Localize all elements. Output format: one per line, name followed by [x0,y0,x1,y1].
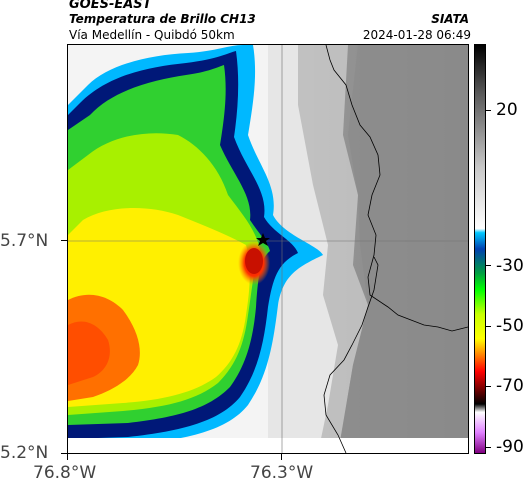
cbar-tick [485,265,491,266]
cbar-tick [485,326,491,327]
temperature-colorbar [474,44,486,454]
cbar-tick [485,110,491,111]
x-axis-tick-label: 76.8°W [33,463,97,483]
cbar-tick [485,447,491,448]
x-axis-tick-label: 76.3°W [250,463,314,483]
xtick-mark-1 [67,454,68,460]
cbar-tick [485,386,491,387]
region-label: Vía Medellín - Quibdó 50km [69,28,235,42]
organization-label: SIATA [431,12,469,26]
colorbar-label: -90 [496,437,524,457]
ytick-mark-2 [61,453,67,454]
border-line-1 [325,45,468,332]
product-title: Temperatura de Brillo CH13 [69,12,256,26]
y-axis-tick-label: 5.7°N [0,231,49,251]
border-line-2 [323,256,379,453]
colorbar-label: -70 [496,376,524,396]
y-axis-tick-label: 5.2°N [0,443,49,463]
colorbar-label: -50 [496,316,524,336]
satellite-map [67,44,469,454]
colorbar-label: -30 [496,256,524,276]
colorbar-label: 20 [496,100,518,120]
satellite-title: GOES-EAST [69,0,152,12]
xtick-mark-2 [281,454,282,460]
datetime-label: 2024-01-28 06:49 [362,28,471,42]
ytick-mark-1 [61,240,67,241]
location-star-icon [256,233,270,246]
